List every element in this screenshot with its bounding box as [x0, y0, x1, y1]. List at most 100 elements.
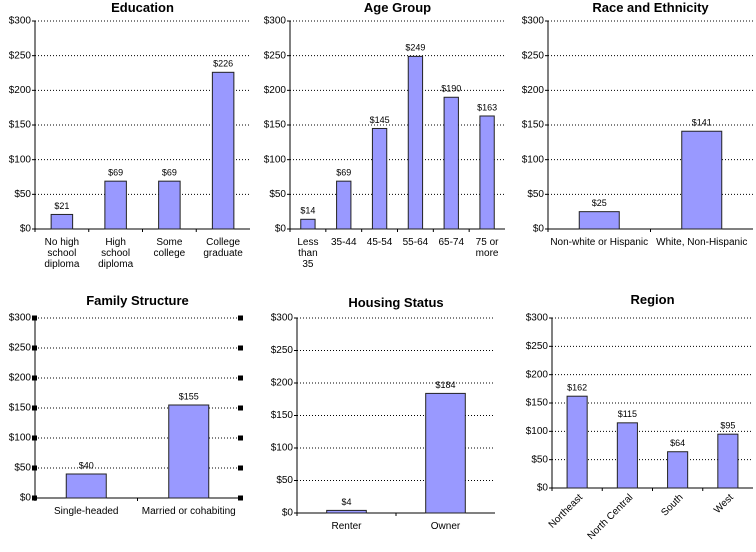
- tick-marker: [238, 345, 243, 351]
- value-label: $14: [300, 206, 315, 216]
- y-tick-label: $200: [271, 378, 294, 389]
- y-tick-label: $0: [275, 224, 287, 235]
- chart-title: Race and Ethnicity: [592, 0, 709, 15]
- x-tick-label: 75 or more: [475, 237, 499, 259]
- x-tick-label: 35-44: [330, 237, 357, 248]
- value-label: $226: [213, 59, 233, 69]
- x-tick-label: West: [712, 492, 736, 516]
- value-label: $190: [441, 84, 461, 94]
- value-label: $69: [108, 168, 123, 178]
- value-label: $64: [670, 438, 685, 448]
- value-label: $69: [162, 168, 177, 178]
- tick-marker: [238, 435, 243, 441]
- y-tick-label: $100: [526, 426, 549, 437]
- bar: [371, 127, 388, 230]
- x-tick-label: Renter: [331, 521, 362, 532]
- bar: [616, 422, 638, 489]
- y-tick-label: $300: [526, 313, 549, 324]
- value-label: $4: [341, 497, 351, 507]
- value-label: $115: [618, 409, 637, 419]
- bar: [717, 433, 739, 489]
- y-tick-label: $300: [271, 313, 294, 324]
- bar: [681, 130, 723, 230]
- y-tick-label: $250: [271, 345, 294, 356]
- value-label: $249: [405, 43, 425, 53]
- y-tick-label: $0: [20, 493, 32, 504]
- y-tick-label: $50: [269, 189, 286, 200]
- value-label: $21: [54, 201, 69, 211]
- value-label: $145: [370, 115, 390, 125]
- y-tick-label: $200: [526, 369, 549, 380]
- y-tick-label: $50: [531, 454, 548, 465]
- y-tick-label: $100: [9, 154, 32, 165]
- x-tick-label: Single-headed: [54, 506, 119, 517]
- x-tick-label: Non-white or Hispanic: [550, 237, 649, 248]
- y-tick-label: $300: [9, 16, 32, 27]
- y-tick-label: $150: [271, 410, 294, 421]
- value-label: $69: [336, 168, 351, 178]
- y-tick-label: $0: [533, 224, 545, 235]
- y-tick-label: $200: [522, 85, 545, 96]
- y-tick-label: $250: [264, 50, 287, 61]
- x-tick-label: High school diploma: [98, 237, 134, 270]
- x-tick-label: No high school diploma: [44, 237, 80, 270]
- bar: [407, 55, 424, 230]
- bar: [65, 473, 107, 499]
- x-tick-label: Owner: [430, 521, 461, 532]
- bar: [578, 211, 620, 230]
- x-tick-label: 55-64: [402, 237, 429, 248]
- value-label: $163: [477, 102, 497, 112]
- tick-marker: [238, 405, 243, 411]
- y-tick-label: $0: [537, 483, 549, 494]
- chart-title: Age Group: [363, 0, 432, 15]
- y-tick-label: $0: [282, 508, 294, 519]
- y-tick-label: $150: [522, 120, 545, 131]
- bar: [168, 404, 210, 499]
- bar: [211, 71, 235, 230]
- y-tick-label: $100: [9, 433, 32, 444]
- x-tick-label: South: [659, 492, 685, 518]
- y-tick-label: $300: [9, 313, 32, 324]
- value-label: $162: [567, 383, 587, 393]
- value-label: $155: [179, 391, 199, 401]
- tick-marker: [238, 465, 243, 471]
- y-tick-label: $250: [9, 343, 32, 354]
- value-label: $184: [435, 380, 455, 390]
- value-label: $141: [692, 118, 712, 128]
- chart-title: Region: [630, 292, 675, 307]
- tick-marker: [238, 315, 243, 321]
- bar: [425, 392, 466, 514]
- y-tick-label: $250: [522, 50, 545, 61]
- x-tick-label: College graduate: [203, 237, 243, 259]
- x-tick-label: Married or cohabiting: [141, 506, 236, 517]
- bar: [443, 96, 459, 230]
- value-label: $25: [592, 198, 607, 208]
- bar: [336, 180, 352, 230]
- y-tick-label: $50: [527, 189, 544, 200]
- y-tick-label: $200: [9, 85, 32, 96]
- y-tick-label: $150: [9, 120, 32, 131]
- y-tick-label: $0: [20, 224, 32, 235]
- bar: [566, 395, 588, 489]
- bar: [50, 213, 74, 230]
- bar: [300, 218, 316, 230]
- bar: [158, 180, 181, 230]
- y-tick-label: $250: [9, 50, 32, 61]
- chart-title: Housing Status: [348, 295, 444, 310]
- y-tick-label: $150: [526, 398, 549, 409]
- y-tick-label: $300: [522, 16, 545, 27]
- x-tick-label: 65-74: [438, 237, 465, 248]
- x-tick-label: North Central: [586, 492, 636, 542]
- x-tick-label: Northeast: [547, 492, 586, 531]
- chart-title: Family Structure: [86, 293, 189, 308]
- x-tick-label: 45-54: [366, 237, 393, 248]
- y-tick-label: $150: [264, 120, 287, 131]
- chart-title: Education: [111, 0, 174, 15]
- bar: [104, 180, 127, 230]
- y-tick-label: $50: [276, 475, 293, 486]
- y-tick-label: $300: [264, 16, 287, 27]
- y-tick-label: $100: [264, 154, 287, 165]
- bar: [667, 451, 689, 489]
- y-tick-label: $100: [271, 443, 294, 454]
- tick-marker: [238, 375, 243, 381]
